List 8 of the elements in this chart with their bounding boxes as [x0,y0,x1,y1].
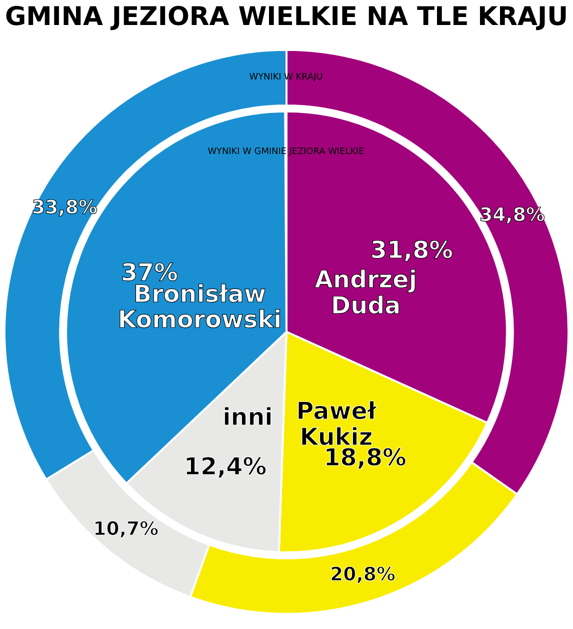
data-label: 12,4% [184,452,267,481]
data-label: 31,8% [370,236,454,264]
data-label: 20,8% [330,563,396,586]
chart-title: GMINA JEZIORA WIELKIE NA TLE KRAJU [4,2,568,32]
slice-label: inni [222,402,273,431]
slice-label: Bronisław Komorowski [118,280,282,334]
slice-label: Andrzej Duda [314,266,417,320]
data-label: 10,7% [93,518,159,540]
